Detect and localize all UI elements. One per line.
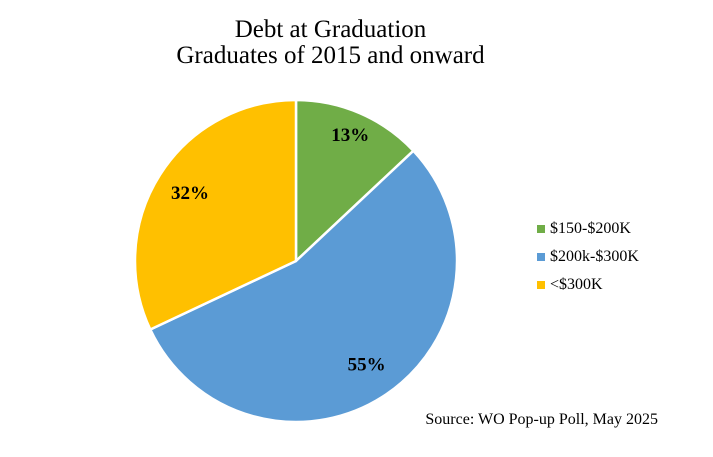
legend-label: <$300K xyxy=(550,276,603,293)
chart-legend: $150-$200K $200k-$300K <$300K xyxy=(537,219,639,295)
chart-title-line-1: Debt at Graduation xyxy=(234,16,427,43)
source-note: Source: WO Pop-up Poll, May 2025 xyxy=(425,411,658,428)
legend-label: $200k-$300K xyxy=(550,248,639,265)
pie-slice-value-label: 32% xyxy=(171,183,209,204)
pie-slice-1 xyxy=(149,149,459,424)
legend-label: $150-$200K xyxy=(550,220,631,237)
pie-slice-2 xyxy=(133,98,298,331)
chart-title: Debt at Graduation Graduates of 2015 and… xyxy=(0,17,661,69)
legend-swatch-icon xyxy=(537,253,545,261)
legend-swatch-icon xyxy=(537,225,545,233)
pie-slice-value-label: 55% xyxy=(348,354,386,375)
pie-slice-0 xyxy=(294,98,415,263)
chart-title-line-2: Graduates of 2015 and onward xyxy=(176,42,485,69)
pie-chart: 13% 55% 32% xyxy=(133,98,459,424)
legend-item: <$300K xyxy=(537,275,639,295)
legend-item: $200k-$300K xyxy=(537,247,639,267)
legend-swatch-icon xyxy=(537,281,545,289)
legend-item: $150-$200K xyxy=(537,219,639,239)
pie-slice-value-label: 13% xyxy=(331,125,369,146)
